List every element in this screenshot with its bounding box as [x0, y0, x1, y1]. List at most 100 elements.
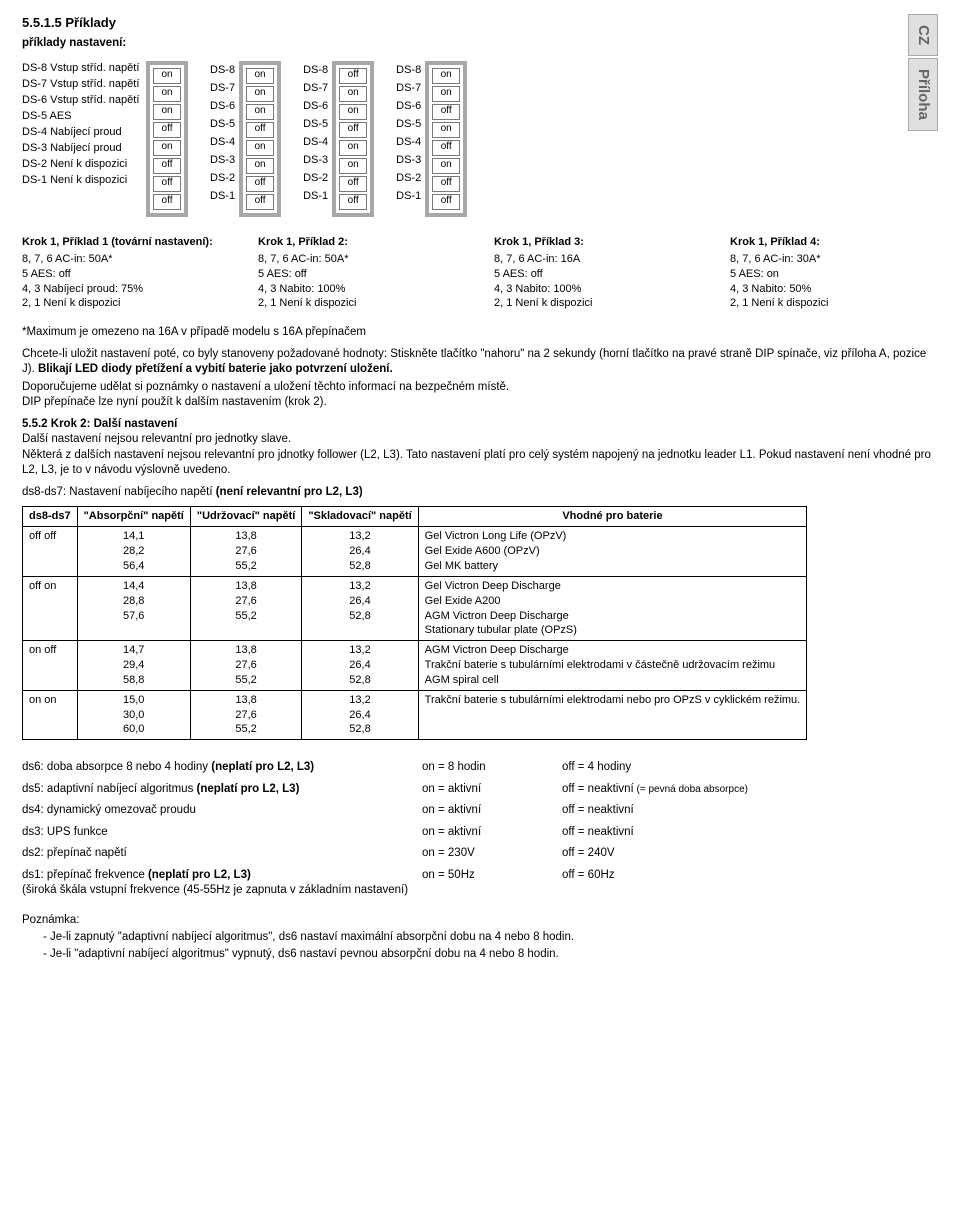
dip-value: on: [432, 86, 460, 102]
step1-line: 2, 1 Není k dispozici: [22, 296, 230, 311]
ds8-ds7-intro: ds8-ds7: Nastavení nabíjecího napětí (ne…: [22, 485, 938, 501]
setting-row: ds4: dynamický omezovač prouduon = aktiv…: [22, 803, 938, 819]
dip-label: DS-3: [396, 151, 421, 169]
dip-value: off: [153, 194, 181, 210]
dip-label: DS-5: [210, 115, 235, 133]
setting-row: ds6: doba absorpce 8 nebo 4 hodiny (nepl…: [22, 760, 938, 776]
dip-value: off: [432, 104, 460, 120]
dip-label: DS-8: [210, 61, 235, 79]
col-absorp: "Absorpční" napětí: [77, 507, 190, 527]
cell-voltage: 13,2 26,4 52,8: [302, 690, 418, 740]
dip-value: off: [339, 194, 367, 210]
cell-voltage: 14,7 29,4 58,8: [77, 641, 190, 691]
dip-label: DS-8 Vstup stříd. napětí: [22, 61, 142, 77]
tab-priloha: Příloha: [908, 58, 938, 131]
note-block: Poznámka: Je-li zapnutý "adaptivní nabíj…: [22, 913, 938, 963]
step1-line: 5 AES: off: [494, 267, 702, 282]
dip-label: DS-1: [396, 187, 421, 205]
step1-line: 8, 7, 6 AC-in: 50A*: [22, 252, 230, 267]
dip-label: DS-5: [396, 115, 421, 133]
cell-sw: on off: [23, 641, 78, 691]
example-3: DS-8DS-7DS-6DS-5DS-4DS-3DS-2DS-1 offonon…: [303, 61, 374, 217]
dip-value: on: [246, 68, 274, 84]
note-item: Je-li "adaptivní nabíjecí algoritmus" vy…: [50, 947, 938, 963]
maximum-note: *Maximum je omezeno na 16A v případě mod…: [22, 325, 938, 341]
step1-col: Krok 1, Příklad 4:8, 7, 6 AC-in: 30A*5 A…: [730, 235, 938, 311]
recommendation: Doporučujeme udělat si poznámky o nastav…: [22, 380, 938, 411]
dip-label: DS-1: [210, 187, 235, 205]
step1-line: 5 AES: on: [730, 267, 938, 282]
step1-line: 4, 3 Nabito: 100%: [494, 282, 702, 297]
step1-line: 8, 7, 6 AC-in: 30A*: [730, 252, 938, 267]
step1-line: 5 AES: off: [22, 267, 230, 282]
dip-value: on: [246, 104, 274, 120]
dip-value: on: [339, 140, 367, 156]
step1-line: 2, 1 Není k dispozici: [258, 296, 466, 311]
dip-value: on: [432, 68, 460, 84]
dip-value: on: [153, 86, 181, 102]
cell-battery: Gel Victron Deep Discharge Gel Exide A20…: [418, 576, 807, 640]
step1-line: 2, 1 Není k dispozici: [494, 296, 702, 311]
dip-value: off: [153, 176, 181, 192]
step1-col: Krok 1, Příklad 1 (tovární nastavení):8,…: [22, 235, 230, 311]
voltage-table: ds8-ds7 "Absorpční" napětí "Udržovací" n…: [22, 506, 807, 740]
dip-label: DS-7: [210, 79, 235, 97]
setting-row: ds5: adaptivní nabíjecí algoritmus (nepl…: [22, 782, 938, 798]
setting-label: ds5: adaptivní nabíjecí algoritmus (nepl…: [22, 782, 422, 798]
step1-line: 8, 7, 6 AC-in: 50A*: [258, 252, 466, 267]
cell-voltage: 15,0 30,0 60,0: [77, 690, 190, 740]
step1-line: 4, 3 Nabito: 100%: [258, 282, 466, 297]
dip-examples-row: DS-8 Vstup stříd. napětíDS-7 Vstup stříd…: [22, 61, 900, 217]
save-instructions: Chcete-li uložit nastavení poté, co byly…: [22, 347, 938, 378]
step1-line: 2, 1 Není k dispozici: [730, 296, 938, 311]
step1-examples: Krok 1, Příklad 1 (tovární nastavení):8,…: [22, 235, 938, 311]
dip-label: DS-1 Není k dispozici: [22, 173, 142, 189]
dip-value: on: [432, 122, 460, 138]
tab-cz: CZ: [908, 14, 938, 56]
dip-label: DS-3: [210, 151, 235, 169]
dip-label: DS-1: [303, 187, 328, 205]
cell-sw: on on: [23, 690, 78, 740]
setting-on: on = aktivní: [422, 803, 562, 819]
cell-voltage: 13,8 27,6 55,2: [190, 690, 301, 740]
step1-line: 4, 3 Nabíjecí proud: 75%: [22, 282, 230, 297]
table-row: off on14,4 28,8 57,613,8 27,6 55,213,2 2…: [23, 576, 807, 640]
step1-col: Krok 1, Příklad 2:8, 7, 6 AC-in: 50A*5 A…: [258, 235, 466, 311]
dip-label: DS-3: [303, 151, 328, 169]
setting-off: off = 4 hodiny: [562, 760, 822, 776]
dip-value: off: [432, 194, 460, 210]
dip-label: DS-2 Není k dispozici: [22, 157, 142, 173]
dip-label: DS-5: [303, 115, 328, 133]
dip-label: DS-7: [303, 79, 328, 97]
setting-label: ds4: dynamický omezovač proudu: [22, 803, 422, 819]
setting-row: ds1: přepínač frekvence (neplatí pro L2,…: [22, 868, 938, 899]
setting-label: ds3: UPS funkce: [22, 825, 422, 841]
dip-label: DS-2: [396, 169, 421, 187]
example-4: DS-8DS-7DS-6DS-5DS-4DS-3DS-2DS-1 ononoff…: [396, 61, 467, 217]
dip-label: DS-2: [210, 169, 235, 187]
cell-sw: off on: [23, 576, 78, 640]
dip-label: DS-7 Vstup stříd. napětí: [22, 77, 142, 93]
dip-value: on: [246, 86, 274, 102]
setting-row: ds2: přepínač napětíon = 230Voff = 240V: [22, 846, 938, 862]
setting-on: on = 8 hodin: [422, 760, 562, 776]
dip-value: off: [246, 122, 274, 138]
dip-value: off: [339, 176, 367, 192]
dip-value: on: [153, 140, 181, 156]
cell-voltage: 13,2 26,4 52,8: [302, 641, 418, 691]
dip-value: off: [432, 140, 460, 156]
note-item: Je-li zapnutý "adaptivní nabíjecí algori…: [50, 930, 938, 946]
step2-block: 5.5.2 Krok 2: Další nastavení Další nast…: [22, 417, 938, 479]
setting-off: off = neaktivní: [562, 825, 822, 841]
cell-voltage: 13,8 27,6 55,2: [190, 576, 301, 640]
dip-label: DS-8: [303, 61, 328, 79]
dip-value: off: [339, 68, 367, 84]
dip-value: off: [153, 158, 181, 174]
dip-label: DS-4: [396, 133, 421, 151]
col-bat: Vhodné pro baterie: [418, 507, 807, 527]
setting-row: ds3: UPS funkceon = aktivníoff = neaktiv…: [22, 825, 938, 841]
cell-voltage: 13,8 27,6 55,2: [190, 641, 301, 691]
setting-label: ds1: přepínač frekvence (neplatí pro L2,…: [22, 868, 422, 899]
cell-voltage: 13,8 27,6 55,2: [190, 527, 301, 577]
dip-label: DS-6 Vstup stříd. napětí: [22, 93, 142, 109]
